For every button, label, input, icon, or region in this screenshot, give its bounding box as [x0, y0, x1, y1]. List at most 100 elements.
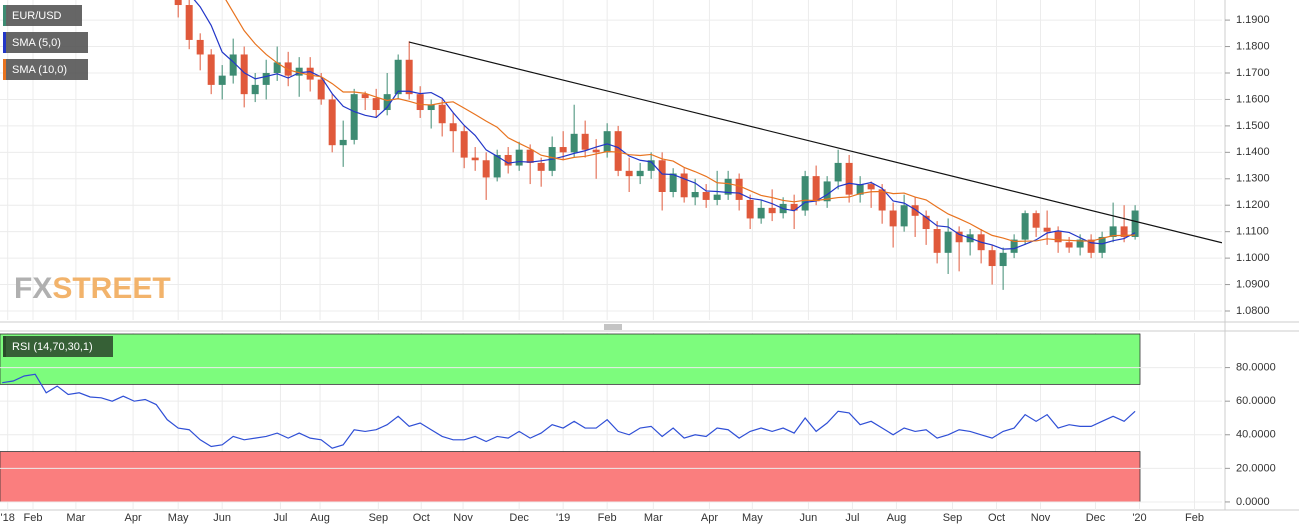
candle-body — [207, 54, 215, 85]
candle-body — [988, 250, 996, 267]
x-tick-label: Feb — [598, 512, 617, 524]
candle-body — [823, 181, 831, 202]
x-tick-label: Oct — [413, 512, 430, 524]
x-tick-label: Nov — [1031, 512, 1051, 524]
candle-body — [262, 72, 270, 85]
x-tick-label: Nov — [453, 512, 473, 524]
legend-box — [3, 32, 88, 53]
candle-body — [801, 176, 809, 211]
y-tick-label: 80.0000 — [1236, 362, 1276, 374]
candle-body — [614, 131, 622, 171]
candle-body — [460, 131, 468, 158]
candle-body — [174, 0, 182, 6]
x-tick-label: Sep — [369, 512, 389, 524]
candle-body — [1109, 226, 1117, 237]
y-tick-label: 40.0000 — [1236, 429, 1276, 441]
candle-body — [900, 205, 908, 227]
candle-body — [383, 94, 391, 111]
candle-body — [570, 133, 578, 153]
candle-body — [856, 184, 864, 195]
candle-body — [537, 162, 545, 171]
candle-body — [328, 99, 336, 146]
candle-body — [515, 149, 523, 166]
x-tick-label: Aug — [887, 512, 907, 524]
candle-body — [449, 123, 457, 132]
y-tick-label: 1.0900 — [1236, 278, 1270, 290]
candle-body — [658, 160, 666, 192]
candle-body — [1120, 226, 1128, 237]
candle-body — [284, 62, 292, 76]
candle-body — [493, 154, 501, 178]
candle-body — [911, 205, 919, 216]
candle-body — [394, 59, 402, 95]
trendline — [409, 41, 1222, 244]
x-tick-label: May — [742, 512, 763, 524]
y-tick-label: 1.1900 — [1236, 14, 1270, 26]
candle-body — [504, 154, 512, 166]
watermark-part: STREET — [52, 272, 170, 305]
candle-body — [196, 39, 204, 55]
y-tick-label: 1.1100 — [1236, 226, 1269, 238]
y-tick-label: 1.1800 — [1236, 40, 1270, 52]
y-tick-label: 0.0000 — [1236, 496, 1270, 508]
legend-label: SMA (10,0) — [12, 64, 67, 76]
x-tick-label: Feb — [1185, 512, 1204, 524]
candle-body — [482, 160, 490, 178]
resize-handle[interactable] — [604, 324, 622, 330]
x-tick-label: Dec — [509, 512, 529, 524]
candle-body — [229, 54, 237, 76]
x-tick-label: Aug — [310, 512, 330, 524]
candle-body — [1021, 213, 1029, 240]
candle-body — [1054, 231, 1062, 243]
candle-body — [636, 170, 644, 177]
x-tick-label: '19 — [556, 512, 570, 524]
candle-body — [1032, 213, 1040, 228]
candle-body — [526, 149, 534, 163]
x-tick-label: Mar — [644, 512, 663, 524]
candle-body — [768, 207, 776, 214]
candle-body — [1076, 239, 1084, 248]
candle-body — [306, 67, 314, 80]
line — [225, 0, 1136, 243]
candle-body — [251, 84, 259, 95]
candle-body — [878, 189, 886, 211]
y-tick-label: 1.0800 — [1236, 305, 1270, 317]
watermark: FXSTREET — [14, 272, 171, 305]
candle-body — [944, 231, 952, 253]
candle-body — [1131, 210, 1139, 237]
x-tick-label: Feb — [24, 512, 43, 524]
candle-body — [185, 5, 193, 40]
candle-body — [999, 252, 1007, 267]
x-tick-label: '18 — [1, 512, 15, 524]
trendline-group — [409, 41, 1222, 244]
x-tick-label: Jul — [273, 512, 287, 524]
candle-body — [625, 170, 633, 177]
legend-box — [3, 5, 82, 26]
x-tick-label: Sep — [943, 512, 963, 524]
candle-body — [691, 192, 699, 198]
legend-swatch — [3, 336, 6, 357]
candle-body — [1087, 239, 1095, 253]
x-tick-label: Apr — [125, 512, 142, 524]
candle-body — [1098, 236, 1106, 253]
candle-body — [1065, 242, 1073, 248]
band — [0, 333, 1141, 385]
candle-body — [317, 79, 325, 100]
legend-label: EUR/USD — [12, 10, 62, 22]
candle-body — [713, 194, 721, 200]
candle-body — [1010, 239, 1018, 253]
candle-body — [273, 62, 281, 73]
candle-body — [438, 104, 446, 124]
candle-body — [361, 94, 369, 99]
candle-body — [240, 54, 248, 95]
candle-body — [592, 149, 600, 153]
y-tick-label: 1.1600 — [1236, 93, 1270, 105]
candle-body — [647, 160, 655, 171]
candle-body — [867, 184, 875, 190]
legend-swatch — [3, 59, 6, 80]
candle-body — [372, 98, 380, 111]
line — [193, 0, 1136, 250]
candle-body — [339, 139, 347, 146]
